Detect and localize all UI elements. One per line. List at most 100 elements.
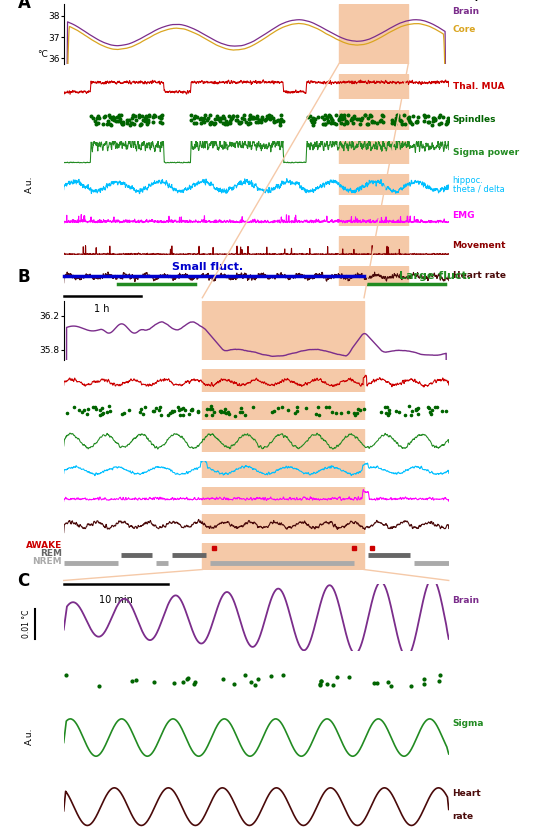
Point: [337, 116, 346, 129]
Point: [222, 406, 230, 419]
Point: [225, 407, 234, 421]
Point: [184, 407, 193, 421]
Point: [267, 669, 276, 683]
Point: [400, 108, 409, 122]
Point: [209, 406, 218, 419]
Point: [227, 112, 235, 125]
Point: [84, 402, 93, 416]
Point: [208, 402, 217, 415]
Point: [322, 400, 331, 413]
Point: [179, 408, 188, 422]
Point: [99, 407, 107, 420]
Point: [170, 405, 178, 418]
Point: [234, 117, 243, 130]
Point: [348, 112, 357, 125]
Point: [216, 114, 224, 128]
Point: [367, 109, 376, 123]
Point: [156, 111, 165, 124]
Point: [266, 109, 275, 123]
Point: [257, 115, 265, 129]
Point: [211, 116, 219, 129]
Point: [237, 116, 246, 129]
Point: [315, 408, 324, 422]
Point: [177, 402, 186, 416]
Point: [358, 111, 367, 124]
Point: [336, 111, 345, 124]
Point: [189, 116, 198, 129]
Point: [373, 676, 382, 690]
Point: [328, 113, 337, 127]
Point: [398, 117, 407, 130]
Point: [91, 115, 100, 129]
Point: [330, 117, 338, 130]
Point: [425, 115, 434, 129]
Point: [340, 111, 348, 124]
Point: [257, 111, 266, 124]
Point: [391, 118, 399, 131]
Point: [246, 109, 255, 123]
Point: [238, 111, 247, 124]
Point: [176, 409, 184, 423]
Point: [136, 117, 145, 130]
Point: [424, 109, 433, 123]
Point: [401, 408, 409, 422]
Point: [80, 403, 89, 417]
Point: [135, 110, 143, 123]
Point: [118, 117, 127, 130]
Point: [393, 108, 402, 122]
Point: [132, 673, 141, 686]
Point: [124, 113, 133, 127]
Point: [353, 406, 362, 419]
Point: [249, 401, 258, 414]
Text: A.u.: A.u.: [24, 176, 34, 193]
Point: [437, 404, 446, 417]
Point: [219, 110, 228, 123]
Point: [129, 109, 137, 123]
Point: [110, 111, 119, 124]
Point: [74, 404, 83, 417]
Point: [115, 108, 124, 122]
Point: [193, 406, 202, 419]
Point: [342, 115, 351, 129]
Point: [424, 115, 433, 129]
Point: [283, 403, 292, 417]
Point: [143, 113, 152, 127]
Point: [275, 116, 284, 129]
Text: A.u.: A.u.: [24, 727, 34, 745]
Point: [102, 118, 111, 131]
Point: [253, 109, 261, 123]
Point: [430, 112, 439, 125]
Point: [212, 109, 221, 123]
Point: [100, 109, 109, 123]
Point: [156, 401, 165, 414]
Point: [435, 117, 444, 130]
Point: [261, 113, 270, 127]
Point: [83, 407, 91, 421]
Point: [320, 117, 329, 130]
Point: [143, 115, 152, 129]
Point: [344, 406, 353, 419]
Point: [96, 408, 105, 422]
Bar: [202, 514, 364, 533]
Point: [248, 111, 257, 124]
Point: [219, 673, 228, 686]
Point: [307, 115, 316, 129]
Point: [356, 113, 365, 127]
Point: [413, 114, 422, 128]
Point: [252, 116, 261, 129]
Point: [129, 108, 137, 122]
Point: [110, 113, 119, 127]
Point: [155, 115, 164, 129]
Text: Spindles: Spindles: [453, 115, 496, 124]
Point: [302, 402, 311, 415]
Point: [157, 111, 166, 124]
Point: [420, 678, 429, 691]
Point: [152, 402, 161, 415]
Point: [377, 405, 386, 418]
Point: [206, 108, 215, 121]
Point: [123, 113, 132, 127]
Point: [332, 670, 341, 684]
Point: [145, 109, 153, 123]
Point: [340, 117, 349, 130]
Point: [394, 111, 403, 124]
